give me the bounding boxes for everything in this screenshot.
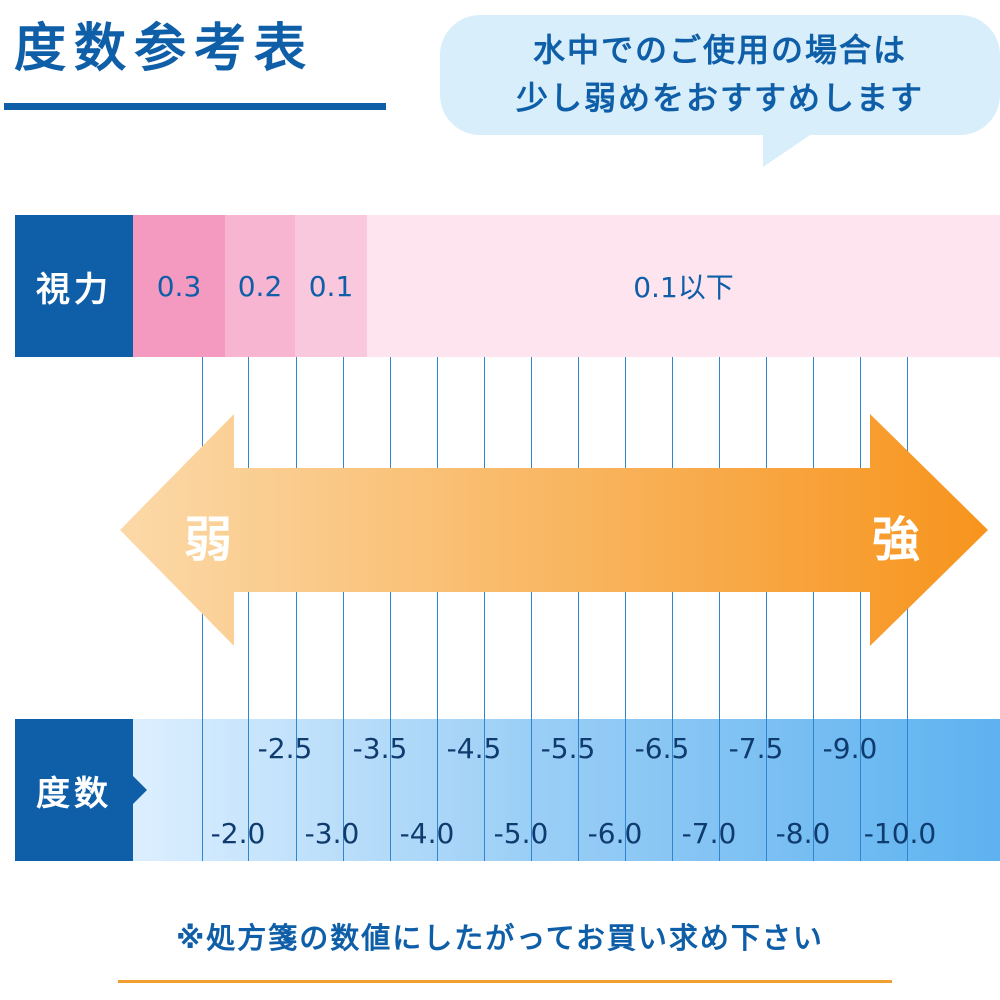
vision-row-label: 視力 [15, 215, 147, 357]
double-arrow-shape [120, 414, 988, 646]
footnote: ※処方箋の数値にしたがってお買い求め下さい [176, 921, 824, 955]
page-title: 度数参考表 [14, 19, 315, 79]
vision-value: 0.2 [237, 269, 283, 303]
guide-line [766, 357, 767, 861]
guide-line [813, 357, 814, 861]
guide-line [390, 357, 391, 861]
speech-bubble-text: 水中でのご使用の場合は 少し弱めをおすすめします [440, 26, 1000, 122]
title-underline [4, 103, 386, 110]
speech-bubble-tail [763, 133, 813, 167]
degree-value: -8.0 [775, 817, 831, 850]
vision-label-text: 視力 [36, 269, 112, 310]
vision-cell-1: 0.2 [225, 215, 295, 357]
guide-line [531, 357, 532, 861]
guide-line [625, 357, 626, 861]
degree-value: -7.5 [728, 732, 784, 765]
degree-value: -7.0 [681, 817, 737, 850]
degree-value: -5.0 [493, 817, 549, 850]
vision-value: 0.3 [156, 269, 202, 303]
strong-label: 強 [872, 512, 921, 568]
guide-line [484, 357, 485, 861]
vision-cell-2: 0.1 [295, 215, 367, 357]
degree-value: -6.5 [634, 732, 690, 765]
vision-value: 0.1以下 [633, 271, 734, 304]
degree-value: -10.0 [863, 817, 937, 850]
degree-label-text: 度数 [36, 773, 112, 814]
degree-value: -6.0 [587, 817, 643, 850]
degree-value: -9.0 [822, 732, 878, 765]
degree-band [133, 719, 1000, 861]
guide-line [672, 357, 673, 861]
speech-bubble [440, 15, 1000, 135]
degree-value: -4.5 [446, 732, 502, 765]
degree-value: -2.0 [210, 817, 266, 850]
vision-cell-0: 0.3 [133, 215, 225, 357]
bubble-line-1: 水中でのご使用の場合は [532, 31, 907, 69]
degree-value: -3.0 [304, 817, 360, 850]
vision-value: 0.1 [308, 269, 354, 303]
guide-line [437, 357, 438, 861]
vision-cell-3: 0.1以下 [367, 215, 1000, 357]
guide-line [248, 357, 249, 861]
degree-value: -5.5 [540, 732, 596, 765]
label-pointer-icon [133, 776, 147, 804]
degree-value: -4.0 [399, 817, 455, 850]
guide-line [860, 357, 861, 861]
weak-strong-arrow [120, 414, 988, 646]
footnote-underline [118, 980, 892, 983]
degree-value: -3.5 [352, 732, 408, 765]
degree-row-label: 度数 [15, 719, 147, 861]
guide-line [343, 357, 344, 861]
guide-line [578, 357, 579, 861]
weak-label: 弱 [184, 512, 233, 568]
guide-line [719, 357, 720, 861]
guide-line [296, 357, 297, 861]
degree-value: -2.5 [257, 732, 313, 765]
bubble-line-2: 少し弱めをおすすめします [515, 79, 924, 117]
